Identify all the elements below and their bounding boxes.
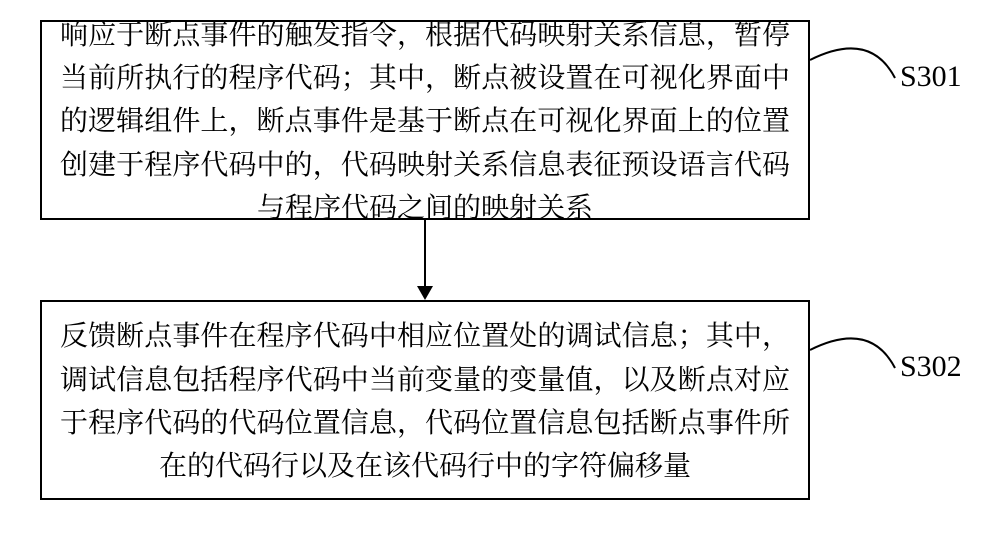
leader-line-s301 <box>808 28 897 80</box>
flow-node-s301: 响应于断点事件的触发指令，根据代码映射关系信息，暂停当前所执行的程序代码；其中，… <box>40 20 810 220</box>
flow-node-s302-label: S302 <box>900 350 962 384</box>
leader-line-s302 <box>808 318 897 370</box>
flow-edge-s301-s302 <box>424 220 426 286</box>
flow-node-s301-text: 响应于断点事件的触发指令，根据代码映射关系信息，暂停当前所执行的程序代码；其中，… <box>60 12 790 229</box>
flow-node-s301-label: S301 <box>900 60 962 94</box>
flowchart-canvas: 响应于断点事件的触发指令，根据代码映射关系信息，暂停当前所执行的程序代码；其中，… <box>0 0 1000 535</box>
flow-node-s302-text: 反馈断点事件在程序代码中相应位置处的调试信息；其中，调试信息包括程序代码中当前变… <box>60 313 790 487</box>
flow-node-s302: 反馈断点事件在程序代码中相应位置处的调试信息；其中，调试信息包括程序代码中当前变… <box>40 300 810 500</box>
flow-arrowhead-icon <box>417 286 433 300</box>
